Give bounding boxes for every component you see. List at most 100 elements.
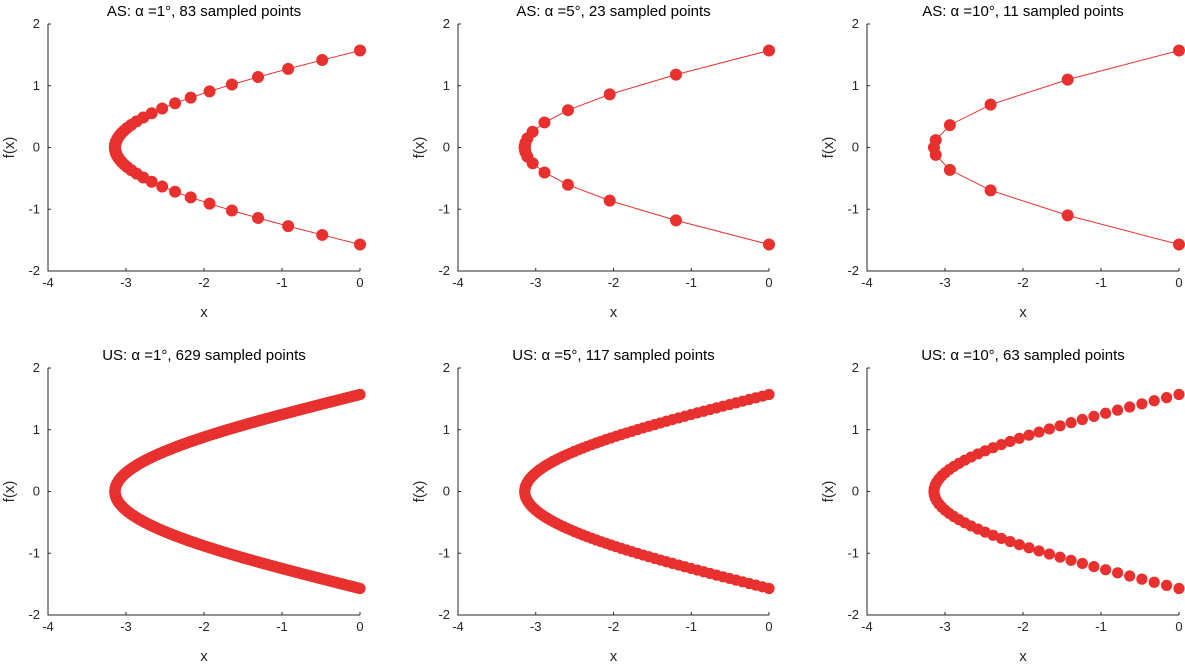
data-point — [1148, 395, 1160, 407]
x-tick-label: -2 — [1017, 275, 1029, 290]
data-point — [1061, 73, 1074, 86]
data-point — [1004, 535, 1016, 548]
chart-title: US: α =10°, 63 sampled points — [921, 347, 1125, 364]
y-tick-label: -2 — [28, 263, 40, 278]
data-point — [225, 204, 238, 217]
x-tick-label: -3 — [120, 619, 132, 634]
series-line — [114, 50, 361, 245]
data-point — [1088, 560, 1100, 573]
y-tick-label: -1 — [28, 545, 40, 560]
axis-lines — [866, 24, 1179, 272]
y-tick-label: -2 — [438, 607, 450, 622]
data-point — [316, 228, 329, 241]
data-point — [1136, 573, 1148, 585]
data-point — [1033, 426, 1045, 438]
y-axis-label: f(x) — [820, 481, 837, 503]
x-tick-label: -2 — [608, 275, 620, 290]
y-tick-label: 0 — [852, 484, 859, 499]
chart-panel-3: -4 -3 -2 -1 0 -2 -1 0 1 2 AS: α =10°, 11 sampled p… — [820, 3, 1185, 321]
y-tick-label: 1 — [443, 422, 450, 437]
data-point — [538, 166, 551, 179]
data-point — [763, 388, 775, 401]
y-tick-label: 0 — [852, 140, 859, 155]
chart-title: AS: α =10°, 11 sampled points — [922, 3, 1124, 20]
data-point — [184, 91, 197, 104]
x-tick-label: 0 — [356, 619, 363, 634]
x-tick-label: -3 — [939, 619, 951, 634]
data-point — [1023, 429, 1035, 441]
data-point — [561, 104, 574, 117]
chart-title: US: α =5°, 117 sampled points — [512, 347, 714, 364]
data-point — [1111, 567, 1124, 579]
data-point — [1124, 401, 1136, 413]
y-tick-label: -1 — [438, 545, 450, 560]
data-point — [1061, 209, 1074, 222]
x-axis-label: x — [200, 304, 208, 321]
y-tick-label: 2 — [852, 360, 859, 375]
x-tick-label: -3 — [530, 619, 542, 634]
data-point — [669, 214, 682, 227]
y-tick-label: 2 — [33, 16, 40, 31]
data-point — [1076, 413, 1088, 426]
chart-panel-1: -4 -3 -2 -1 0 -2 -1 0 1 2 AS: α =1°, 83 sampled po… — [1, 3, 366, 321]
data-point — [225, 78, 238, 91]
y-tick-label: 0 — [443, 484, 450, 499]
x-axis-label: x — [610, 648, 618, 665]
x-tick-label: -4 — [861, 275, 873, 290]
y-tick-label: -2 — [847, 263, 859, 278]
data-point — [203, 85, 216, 98]
y-tick-label: 0 — [33, 484, 40, 499]
data-point — [1065, 417, 1077, 429]
data-point — [1013, 539, 1025, 551]
y-tick-label: 1 — [852, 78, 859, 93]
x-tick-label: -2 — [608, 619, 620, 634]
x-tick-label: 0 — [356, 275, 363, 290]
data-point — [603, 88, 616, 101]
x-tick-label: -2 — [198, 619, 210, 634]
data-point — [1043, 548, 1055, 560]
data-point — [156, 102, 169, 115]
y-axis-label: f(x) — [411, 481, 428, 503]
data-point — [184, 191, 197, 204]
data-point — [943, 163, 956, 176]
data-point — [1160, 392, 1173, 404]
data-point — [1124, 570, 1136, 582]
data-point — [169, 185, 182, 198]
data-point — [526, 125, 539, 138]
x-tick-label: -3 — [939, 275, 951, 290]
x-tick-label: -1 — [1095, 275, 1107, 290]
y-tick-label: 0 — [443, 140, 450, 155]
data-point — [984, 184, 997, 197]
y-axis-label: f(x) — [1, 481, 18, 503]
data-point — [1054, 420, 1066, 432]
data-point — [943, 119, 956, 132]
data-point — [1173, 388, 1185, 401]
data-point — [1173, 238, 1185, 251]
data-point — [316, 54, 329, 67]
y-tick-label: 0 — [33, 140, 40, 155]
chart-panel-5: -4 -3 -2 -1 0 -2 -1 0 1 2 US: α =5°, 117 sampled p… — [411, 347, 775, 665]
data-point — [354, 44, 366, 57]
y-axis-label: f(x) — [820, 137, 837, 159]
y-tick-label: -1 — [438, 201, 450, 216]
x-tick-label: -1 — [276, 619, 288, 634]
chart-title: AS: α =1°, 83 sampled points — [107, 3, 301, 20]
chart-panel-2: -4 -3 -2 -1 0 -2 -1 0 1 2 AS: α =5°, 23 sampled po… — [411, 3, 775, 321]
y-tick-label: -2 — [847, 607, 859, 622]
y-tick-label: -1 — [28, 201, 40, 216]
y-tick-label: 2 — [852, 16, 859, 31]
y-tick-label: -1 — [847, 201, 859, 216]
data-point — [145, 107, 158, 120]
data-point — [669, 68, 682, 81]
y-tick-label: 2 — [33, 360, 40, 375]
chart-title: US: α =1°, 629 sampled points — [102, 347, 306, 364]
data-point — [763, 44, 775, 57]
data-point — [1054, 551, 1066, 563]
x-tick-label: -2 — [198, 275, 210, 290]
x-tick-label: -3 — [120, 275, 132, 290]
x-axis-label: x — [1019, 304, 1027, 321]
data-point — [354, 388, 366, 401]
data-point — [1076, 557, 1088, 570]
x-tick-label: -1 — [1095, 619, 1107, 634]
